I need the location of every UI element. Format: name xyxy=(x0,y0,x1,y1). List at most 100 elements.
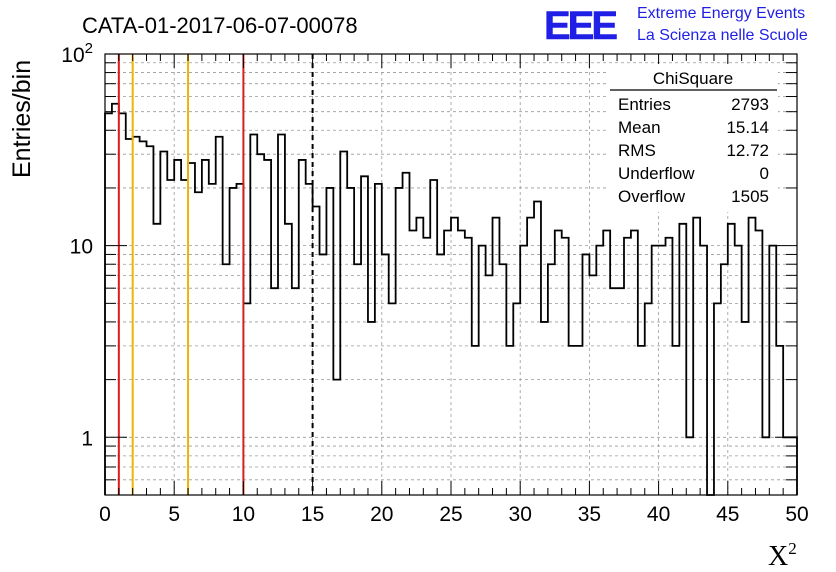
stats-row-label: Underflow xyxy=(618,164,695,183)
chart-title: CATA-01-2017-06-07-00078 xyxy=(82,13,358,38)
histogram-bin xyxy=(638,346,645,495)
histogram-bin xyxy=(520,246,527,495)
histogram-bin xyxy=(486,275,493,495)
histogram-bins xyxy=(104,102,798,496)
y-axis-title: Entries/bin xyxy=(8,60,36,178)
histogram-bin xyxy=(755,230,762,495)
histogram-bin xyxy=(140,141,147,495)
histogram-bin xyxy=(769,246,776,495)
histogram-bin xyxy=(596,246,603,495)
histogram-bin xyxy=(742,322,749,495)
histogram-bin xyxy=(326,188,333,495)
histogram-bin xyxy=(236,184,243,495)
x-tick-label: 40 xyxy=(647,503,670,526)
histogram-bin xyxy=(264,160,271,495)
histogram-bin xyxy=(493,218,500,495)
histogram-bin xyxy=(527,218,534,495)
x-tick-label: 50 xyxy=(785,503,808,526)
histogram-outline xyxy=(104,102,798,496)
x-axis-title-base: X xyxy=(768,541,788,572)
histogram-bin xyxy=(202,160,209,495)
logo-line1: Extreme Energy Events xyxy=(637,5,805,22)
histogram-bin xyxy=(693,218,700,495)
x-axis-title: X2 xyxy=(768,539,797,572)
x-tick-label: 10 xyxy=(232,503,255,526)
histogram-bin xyxy=(776,346,783,495)
histogram-bin xyxy=(188,163,195,495)
histogram-bin xyxy=(589,275,596,495)
stats-row-value: 0 xyxy=(760,164,769,183)
histogram-bin xyxy=(506,346,513,495)
x-tick-label: 5 xyxy=(168,503,180,526)
histogram-bin xyxy=(209,184,216,495)
histogram-bin xyxy=(659,246,666,495)
histogram-bin xyxy=(250,135,257,495)
histogram-bin xyxy=(112,104,119,495)
histogram-bin xyxy=(617,288,624,495)
histogram-bin xyxy=(451,218,458,495)
x-tick-label: 0 xyxy=(99,503,111,526)
axis-ticks: 0 5 10 15 20 25 30 35 40 45 50 1 10 102 xyxy=(61,40,808,526)
histogram-bin xyxy=(610,288,617,495)
histogram-bin xyxy=(368,322,375,495)
stats-row-label: Mean xyxy=(618,118,661,137)
histogram-bin xyxy=(562,238,569,495)
histogram-bin xyxy=(174,160,181,495)
x-tick-label: 45 xyxy=(716,503,739,526)
histogram-bin xyxy=(320,254,327,495)
y-tick-label: 102 xyxy=(61,40,93,67)
histogram-bin xyxy=(292,288,299,495)
histogram-bin xyxy=(714,303,721,495)
histogram-bin xyxy=(652,246,659,495)
histogram-bin xyxy=(195,192,202,495)
histogram-bin xyxy=(416,218,423,495)
histogram-bin xyxy=(513,303,520,495)
stats-box: ChiSquare Entries 2793 Mean 15.14 RMS 12.72 Un… xyxy=(608,64,778,212)
x-tick-label: 20 xyxy=(370,503,393,526)
histogram-bin xyxy=(465,238,472,495)
histogram-bin xyxy=(582,254,589,495)
y-tick-label: 10 xyxy=(70,236,93,259)
logo-mark: EEE xyxy=(544,4,617,48)
histogram-bin xyxy=(700,246,707,495)
histogram-bin xyxy=(735,246,742,495)
histogram-bin xyxy=(541,322,548,495)
x-tick-label: 35 xyxy=(578,503,601,526)
cut-lines xyxy=(117,54,314,495)
histogram-bin xyxy=(430,180,437,495)
histogram-bin xyxy=(631,230,638,495)
histogram-bin xyxy=(181,180,188,495)
histogram-bin xyxy=(645,303,652,495)
histogram-bin xyxy=(126,139,133,495)
histogram-bin xyxy=(479,246,486,495)
histogram-bin xyxy=(672,346,679,495)
eee-logo: EEE Extreme Energy Events La Scienza nel… xyxy=(544,4,808,49)
histogram-bin xyxy=(271,288,278,495)
histogram-bin xyxy=(576,346,583,495)
histogram-bin xyxy=(409,230,416,495)
histogram-bin xyxy=(603,230,610,495)
stats-row-value: 2793 xyxy=(731,95,769,114)
histogram-bin xyxy=(396,188,403,495)
histogram-bin xyxy=(472,346,479,495)
stats-rows: Entries 2793 Mean 15.14 RMS 12.72 Underflow 0 Ov… xyxy=(618,95,769,206)
histogram-bin xyxy=(569,346,576,495)
histogram-bin xyxy=(230,188,237,495)
histogram-bin xyxy=(555,230,562,495)
stats-row-label: RMS xyxy=(618,141,656,160)
stats-row-label: Entries xyxy=(618,95,671,114)
histogram-bin xyxy=(389,303,396,495)
histogram-bin xyxy=(167,180,174,495)
histogram-bin xyxy=(133,137,140,495)
x-axis-title-sup: 2 xyxy=(788,539,797,558)
histogram-bin xyxy=(299,160,306,495)
histogram-bin xyxy=(749,218,756,495)
histogram-bin xyxy=(382,254,389,495)
histogram-bin xyxy=(243,303,250,495)
histogram-bin xyxy=(437,254,444,495)
stats-row-label: Overflow xyxy=(618,187,686,206)
logo-line2: La Scienza nelle Scuole xyxy=(637,27,808,44)
histogram-bin xyxy=(278,135,285,495)
y-tick-label: 1 xyxy=(81,427,93,450)
